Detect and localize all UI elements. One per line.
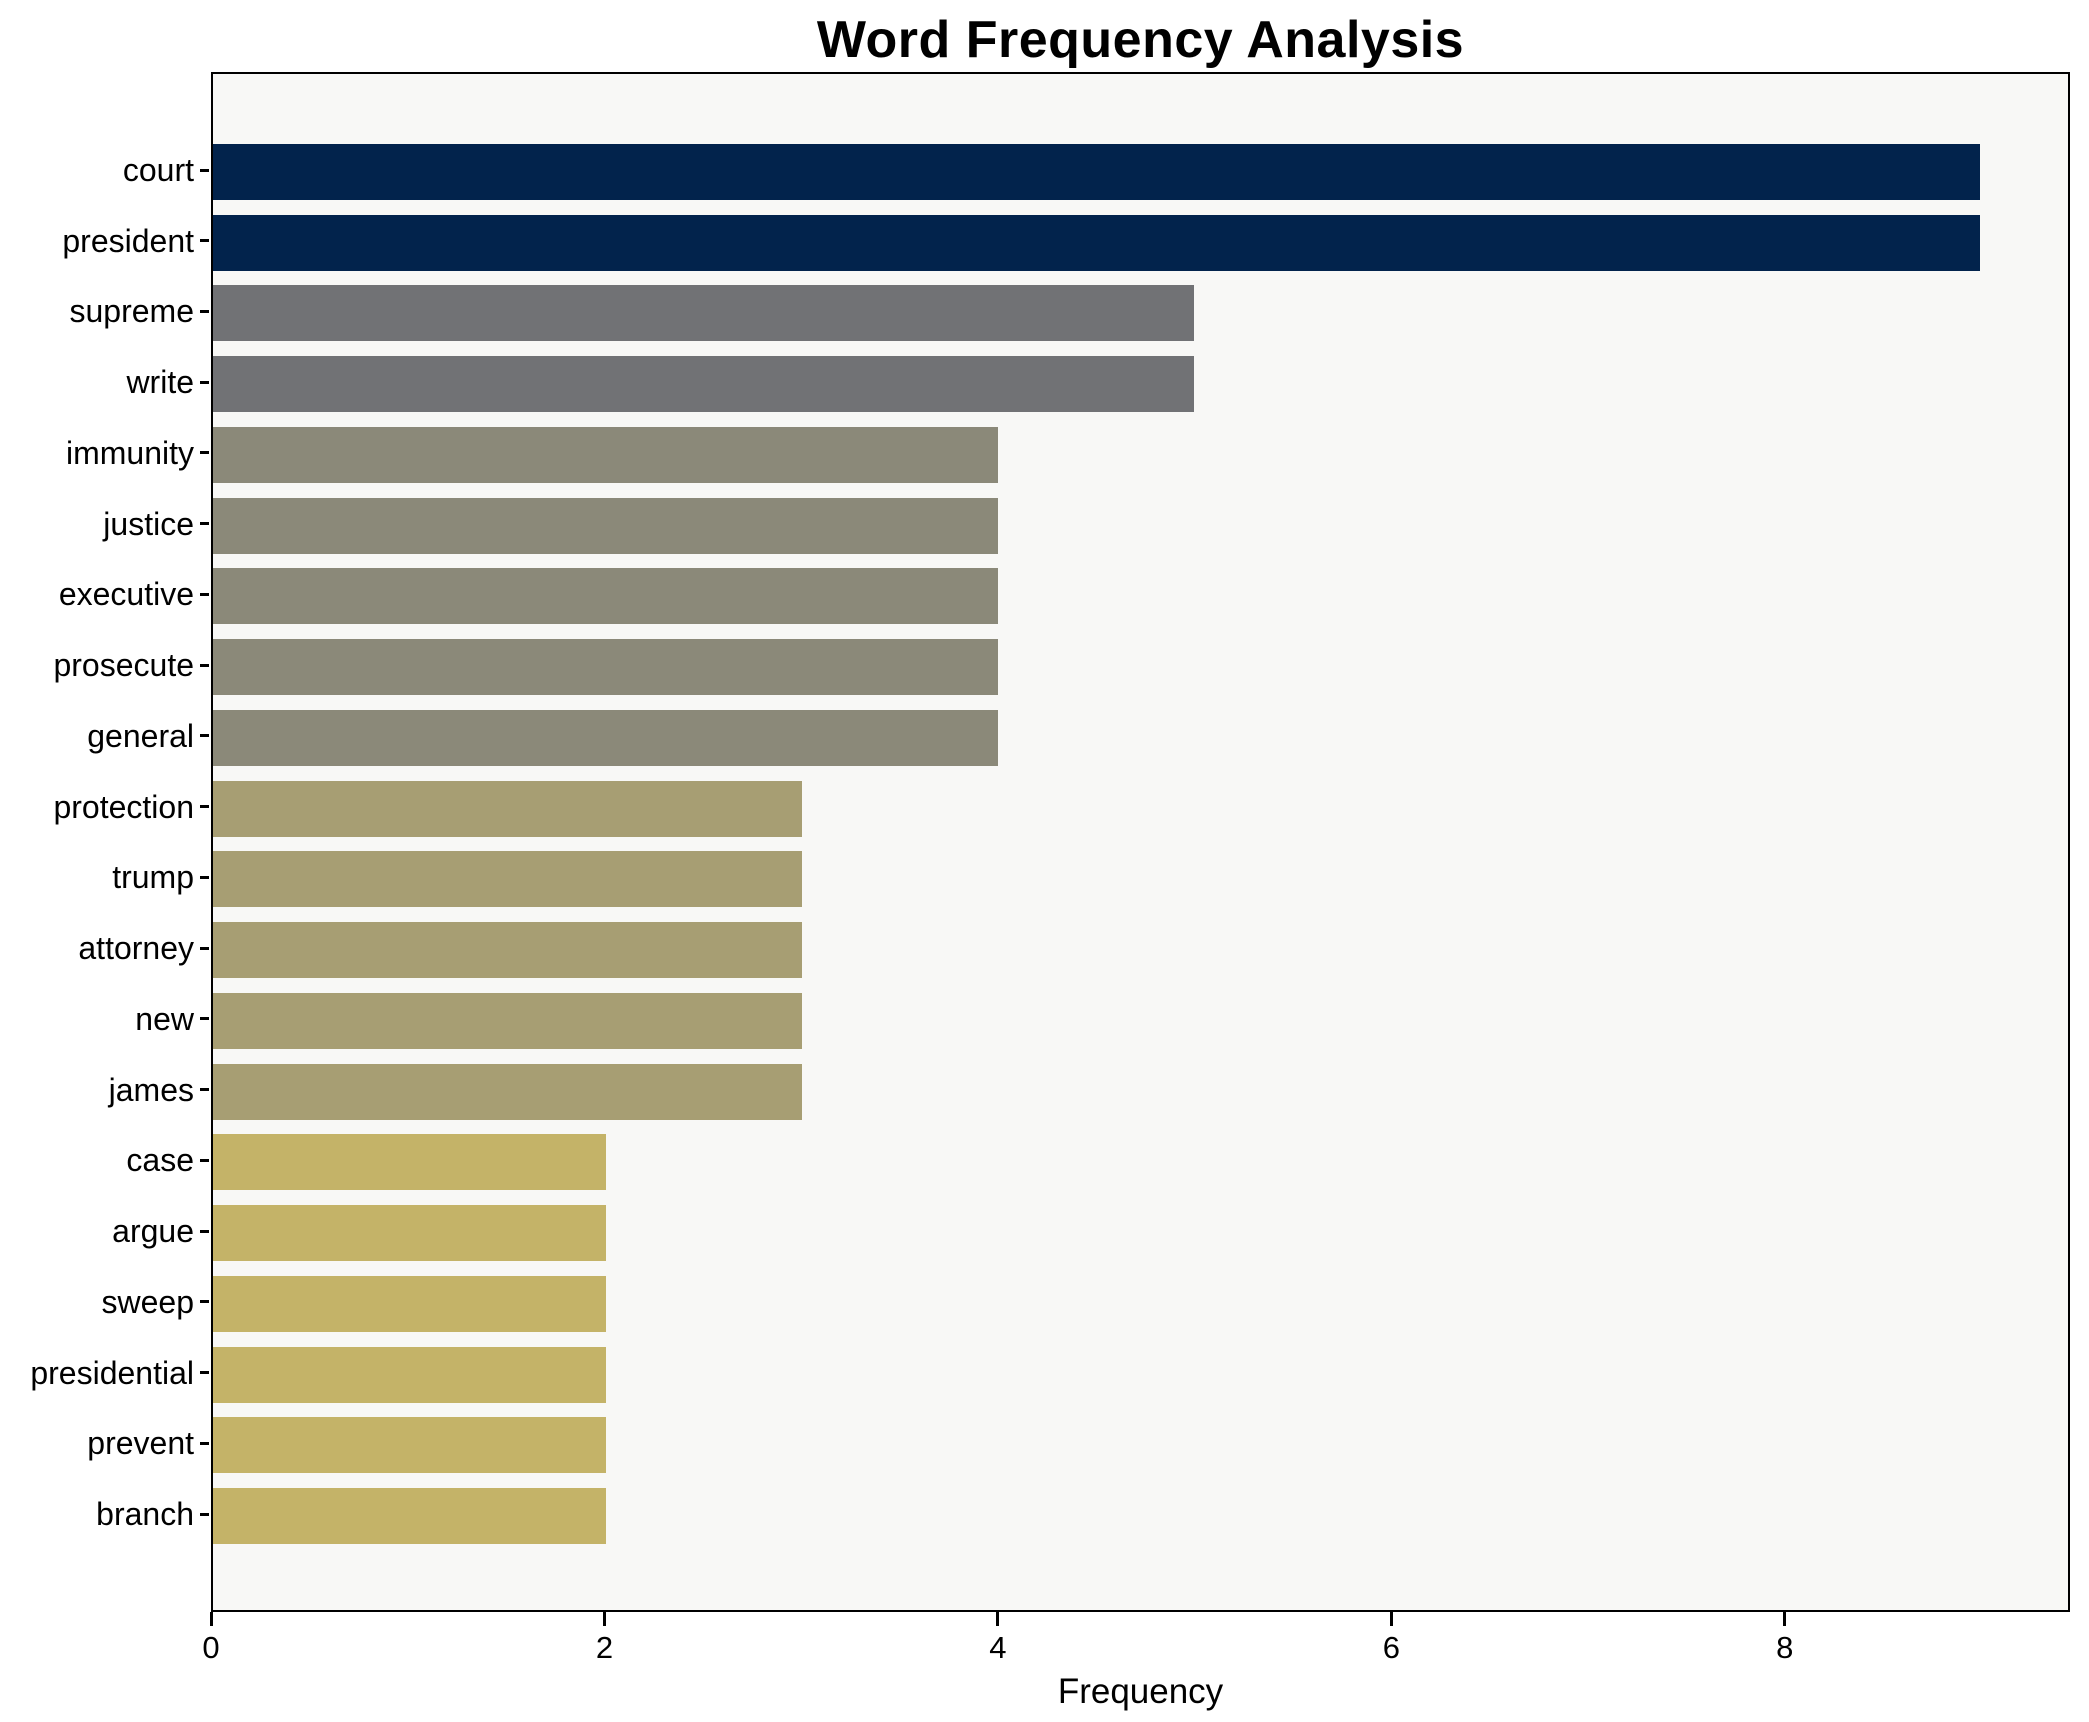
bar-immunity [213,426,999,483]
bar-presidential [213,1346,606,1403]
y-tick-mark [200,1088,209,1092]
y-tick-mark [200,309,209,313]
y-tick-label-james: james [108,1071,194,1108]
plot-area [211,72,2070,1612]
y-tick-label-immunity: immunity [65,434,194,471]
bar-write [213,356,1195,413]
bar-argue [213,1205,606,1262]
y-tick-label-attorney: attorney [78,930,194,967]
x-tick-label-8: 8 [1776,1630,1794,1665]
x-tick-mark [996,1612,1000,1626]
y-tick-label-trump: trump [112,859,194,896]
y-tick-mark [200,1441,209,1445]
bar-attorney [213,922,802,979]
x-tick-label-6: 6 [1382,1630,1400,1665]
y-tick-label-general: general [87,717,194,754]
y-tick-label-executive: executive [58,576,194,613]
y-tick-mark [200,875,209,879]
x-tick-mark [1783,1612,1787,1626]
y-tick-label-prevent: prevent [87,1425,194,1462]
y-tick-label-court: court [122,152,194,188]
x-axis-label: Frequency [1057,1672,1224,1711]
y-tick-label-branch: branch [96,1496,194,1532]
y-tick-mark [200,1017,209,1021]
y-tick-mark [200,734,209,738]
bar-general [213,709,999,766]
chart-title: Word Frequency Analysis [816,11,1465,69]
y-tick-mark [200,663,209,667]
y-tick-mark [200,1229,209,1233]
bar-justice [213,497,999,554]
y-tick-mark [200,380,209,384]
y-tick-label-prosecute: prosecute [53,647,194,684]
y-tick-mark [200,451,209,455]
bar-branch [213,1488,606,1544]
x-tick-label-2: 2 [595,1630,614,1665]
y-tick-label-president: president [62,222,194,259]
x-tick-label-0: 0 [202,1630,220,1665]
bar-trump [213,851,802,908]
y-tick-mark [200,1158,209,1162]
y-tick-mark [200,1512,209,1516]
y-tick-label-justice: justice [103,505,194,542]
bar-new [213,992,802,1049]
bar-court [213,144,1980,200]
bar-sweep [213,1275,606,1332]
y-tick-mark [200,239,209,243]
bar-james [213,1063,802,1120]
bar-president [213,214,1980,271]
y-tick-mark [200,946,209,950]
bar-executive [213,568,999,625]
bar-supreme [213,285,1195,342]
y-tick-mark [200,1300,209,1304]
y-tick-label-protection: protection [53,788,194,825]
bar-protection [213,780,802,837]
y-tick-label-argue: argue [112,1213,194,1250]
bar-prevent [213,1417,606,1474]
y-tick-label-supreme: supreme [69,293,195,330]
x-tick-mark [1389,1612,1393,1626]
y-tick-mark [200,522,209,526]
y-tick-mark [200,1371,209,1375]
x-tick-label-4: 4 [989,1630,1007,1665]
x-tick-mark [209,1612,213,1626]
x-tick-mark [602,1612,606,1626]
y-tick-mark [200,168,209,172]
y-tick-mark [200,805,209,809]
y-tick-label-sweep: sweep [101,1283,195,1320]
y-tick-label-presidential: presidential [30,1354,194,1391]
y-tick-label-new: new [135,1000,194,1037]
y-tick-label-case: case [126,1142,194,1179]
bar-prosecute [213,639,999,696]
y-tick-mark [200,592,209,596]
y-tick-label-write: write [126,364,194,401]
bar-case [213,1134,606,1191]
